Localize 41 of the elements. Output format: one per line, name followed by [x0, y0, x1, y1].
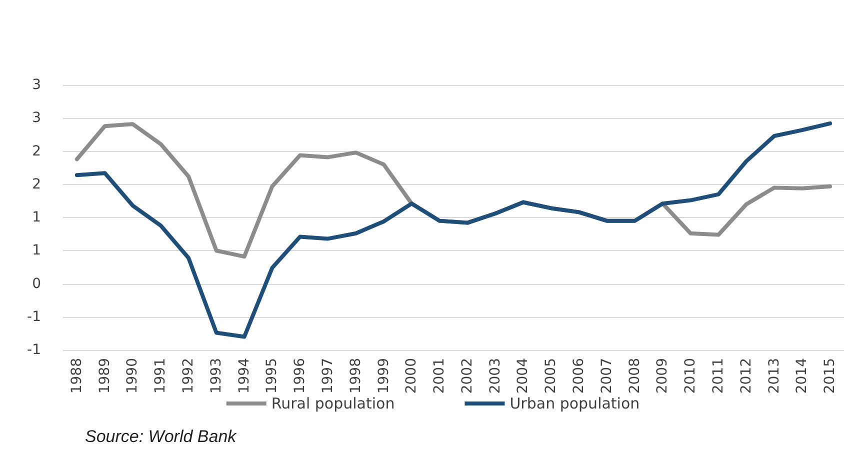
- x-tick-label: 2008: [626, 358, 643, 394]
- x-tick-label: 1990: [124, 358, 141, 394]
- x-tick-label: 2013: [766, 358, 782, 394]
- x-tick-label: 1997: [320, 358, 336, 394]
- x-tick-label: 1996: [292, 358, 308, 394]
- y-tick-label: 3: [32, 77, 41, 93]
- y-tick-label: 3: [32, 110, 41, 126]
- x-tick-label: 1988: [68, 358, 85, 394]
- y-tick-label: -1: [27, 342, 41, 358]
- y-tick-label: 0: [32, 276, 41, 292]
- y-tick-label: 2: [32, 176, 41, 192]
- x-tick-label: 2001: [432, 358, 448, 394]
- y-tick-label: 1: [32, 210, 41, 226]
- legend-label: Urban population: [510, 394, 640, 412]
- x-tick-label: 2005: [543, 358, 560, 394]
- x-tick-label: 2012: [738, 358, 754, 394]
- x-tick-label: 2004: [515, 358, 532, 394]
- x-tick-label: 2009: [654, 358, 671, 394]
- x-tick-label: 1989: [96, 358, 113, 394]
- source-note: Source: World Bank: [85, 427, 238, 446]
- x-tick-label: 1995: [264, 358, 280, 394]
- x-tick-label: 1999: [376, 358, 392, 394]
- y-tick-label: 1: [32, 242, 41, 259]
- y-tick-label: 2: [32, 143, 41, 160]
- x-tick-label: 2006: [571, 358, 588, 394]
- x-tick-label: 2015: [822, 358, 838, 394]
- x-tick-label: 2007: [598, 358, 615, 394]
- x-tick-label: 2014: [794, 358, 810, 394]
- legend-label: Rural population: [271, 394, 395, 412]
- x-tick-label: 1993: [208, 358, 224, 394]
- line-series: [74, 121, 832, 339]
- x-tick-label: 2011: [710, 358, 726, 394]
- x-tick-label: 2000: [404, 358, 420, 394]
- x-tick-label: 1991: [152, 358, 169, 394]
- x-tick-label: 2010: [682, 358, 699, 394]
- x-tick-label: 1994: [236, 358, 252, 394]
- x-tick-label: 2003: [487, 358, 504, 394]
- x-tick-label: 1992: [180, 358, 197, 394]
- x-tick-label: 2002: [459, 358, 476, 394]
- y-tick-label: -1: [27, 308, 41, 325]
- x-tick-label: 1998: [348, 358, 364, 394]
